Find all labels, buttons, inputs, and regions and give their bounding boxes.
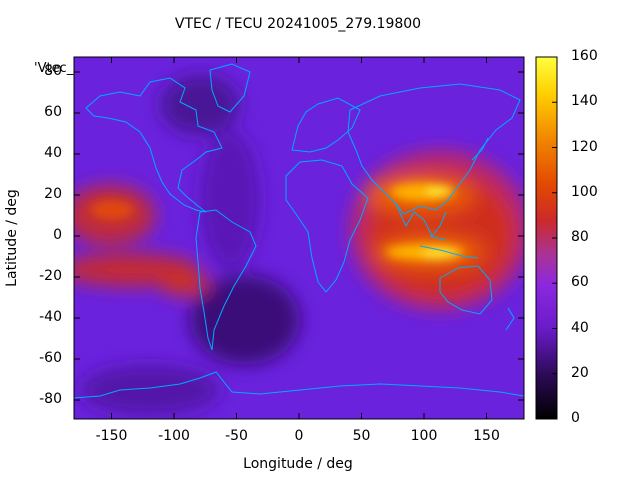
- x-tick-label: 100: [410, 428, 438, 444]
- y-tick-label: 20: [44, 186, 62, 202]
- coast-new-zealand: [505, 307, 515, 331]
- y-tick-label: -60: [39, 350, 62, 366]
- x-tick-label: 50: [352, 428, 371, 444]
- y-tick-label: -20: [39, 268, 62, 284]
- y-tick-label: 80: [44, 63, 62, 79]
- coast-indonesia: [419, 235, 479, 259]
- y-tick-label: 0: [53, 227, 62, 243]
- low-tec-atlantic: [200, 130, 260, 270]
- low-tec-greenland: [160, 75, 240, 135]
- coast-antarctica: [74, 371, 524, 399]
- colorbar-tick-label: 40: [571, 319, 589, 336]
- coastlines: [74, 63, 524, 399]
- coast-australia: [439, 265, 493, 315]
- coast-south-america: [195, 209, 257, 351]
- x-tick-label: -50: [225, 428, 248, 444]
- chart-title: VTEC / TECU 20241005_279.19800: [174, 16, 422, 32]
- colorbar-tick-label: 120: [571, 138, 598, 155]
- north-crest-max: [426, 186, 454, 196]
- y-tick-label: 40: [44, 145, 62, 161]
- east-pacific-peak: [90, 200, 134, 220]
- series-tag: 'Vtec_: [34, 61, 74, 76]
- coast-africa: [285, 159, 369, 293]
- colorbar-tick-label: 80: [571, 229, 589, 245]
- x-axis-label: Longitude / deg: [243, 456, 353, 472]
- colorbar-tick-label: 20: [571, 364, 589, 381]
- colorbar-tick-label: 0: [571, 410, 580, 426]
- colorbar-tick-label: 140: [571, 93, 598, 110]
- x-tick-label: -100: [158, 428, 190, 444]
- south-band-tail: [160, 275, 210, 295]
- coast-japan: [471, 137, 489, 161]
- colorbar-tick-label: 160: [571, 48, 598, 64]
- x-tick-label: 150: [473, 428, 500, 444]
- y-tick-label: -80: [39, 391, 62, 407]
- colorbar-tick-label: 60: [571, 274, 589, 291]
- low-tec-south-atlantic: [190, 275, 300, 365]
- coast-south-asia: [395, 203, 447, 237]
- y-axis-label: Latitude / deg: [4, 189, 20, 287]
- colorbar-ticks: [552, 56, 557, 420]
- coast-greenland: [209, 63, 251, 113]
- x-tick-label: -150: [95, 428, 128, 444]
- south-crest-max: [422, 249, 458, 259]
- coast-asia: [347, 83, 521, 215]
- coast-north-america: [85, 77, 223, 213]
- low-tec-antarctic-west: [80, 365, 220, 415]
- x-tick-label: 0: [294, 428, 304, 444]
- coast-europe: [291, 97, 361, 153]
- vtec-heatmap: [74, 57, 524, 419]
- y-tick-label: 60: [44, 104, 62, 120]
- colorbar-tick-label: 100: [571, 183, 598, 200]
- y-tick-label: -40: [39, 309, 62, 325]
- tick-marks: [74, 57, 524, 419]
